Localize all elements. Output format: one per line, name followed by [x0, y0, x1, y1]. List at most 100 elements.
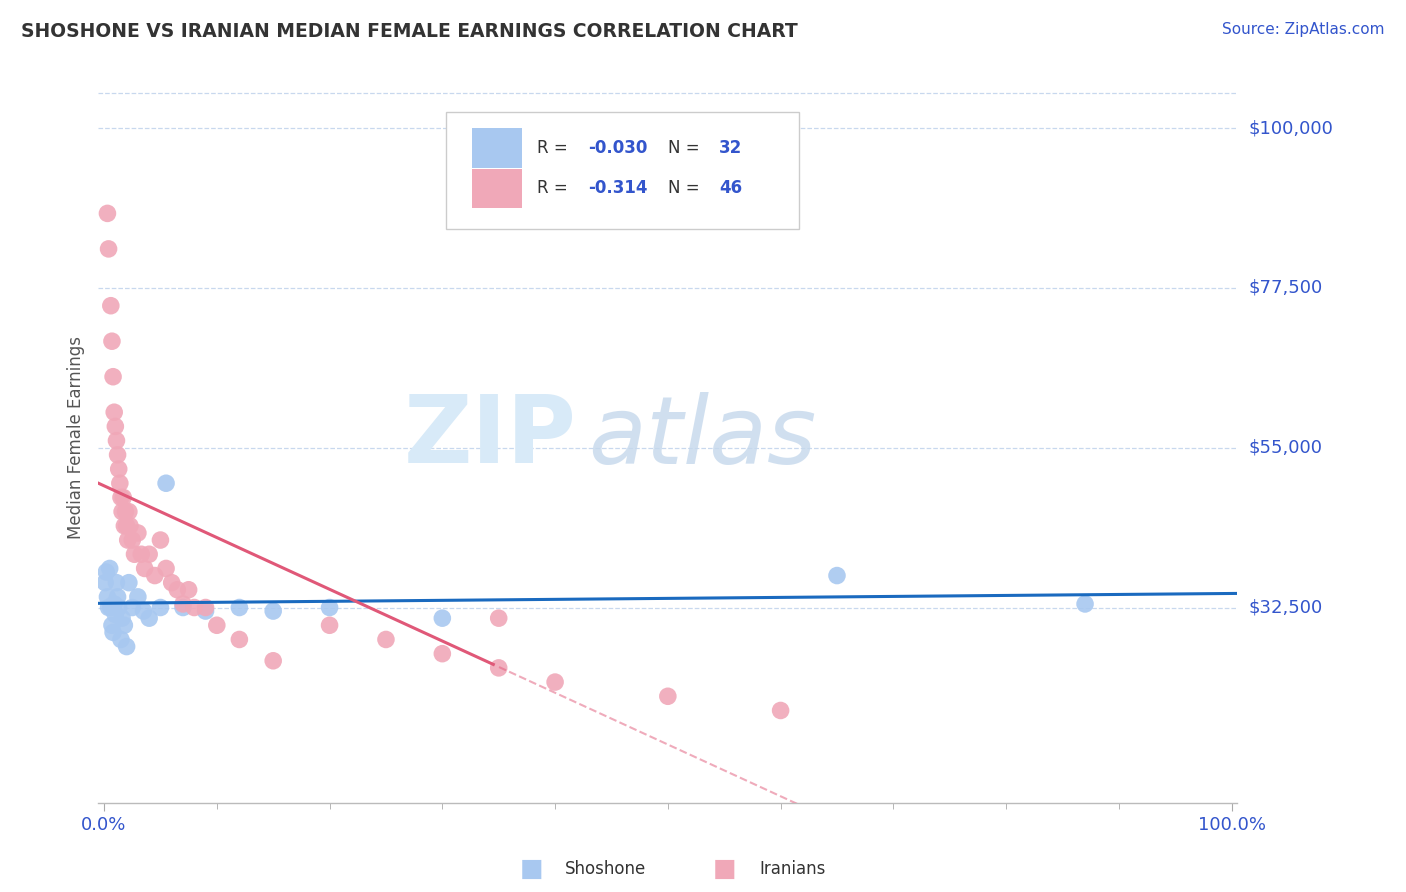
Point: [488, 661, 510, 675]
Point: [111, 611, 134, 625]
Point: [375, 632, 398, 647]
Point: [97, 242, 120, 256]
FancyBboxPatch shape: [472, 169, 522, 208]
Text: 46: 46: [718, 179, 742, 197]
Point: [100, 600, 122, 615]
Point: [825, 568, 848, 582]
Point: [129, 547, 152, 561]
Point: [177, 582, 200, 597]
Point: [160, 575, 183, 590]
Point: [118, 519, 141, 533]
Point: [318, 600, 340, 615]
Text: $100,000: $100,000: [1249, 120, 1333, 137]
Point: [194, 604, 217, 618]
Point: [108, 476, 131, 491]
Point: [110, 632, 132, 647]
Point: [103, 405, 125, 419]
Text: Source: ZipAtlas.com: Source: ZipAtlas.com: [1222, 22, 1385, 37]
Point: [127, 590, 149, 604]
FancyBboxPatch shape: [446, 112, 799, 228]
Y-axis label: Median Female Earnings: Median Female Earnings: [66, 335, 84, 539]
Point: [172, 597, 194, 611]
Point: [544, 675, 567, 690]
Point: [228, 600, 250, 615]
Text: $55,000: $55,000: [1249, 439, 1323, 457]
Point: [488, 611, 510, 625]
Point: [107, 590, 129, 604]
Text: 32: 32: [718, 139, 742, 157]
Text: Iranians: Iranians: [759, 860, 825, 878]
Point: [101, 369, 124, 384]
Point: [117, 533, 139, 547]
Point: [110, 491, 132, 505]
Text: R =: R =: [537, 179, 572, 197]
FancyBboxPatch shape: [472, 128, 522, 168]
Point: [132, 604, 155, 618]
Point: [124, 547, 146, 561]
Text: ■: ■: [519, 856, 543, 880]
Point: [112, 618, 135, 632]
Point: [114, 505, 136, 519]
Point: [121, 600, 143, 615]
Point: [115, 519, 138, 533]
Point: [115, 640, 138, 654]
Point: [194, 600, 217, 615]
Point: [1074, 597, 1097, 611]
Point: [107, 462, 129, 476]
Point: [138, 611, 160, 625]
Text: N =: N =: [668, 179, 704, 197]
Text: R =: R =: [537, 139, 572, 157]
Text: ZIP: ZIP: [404, 391, 576, 483]
Point: [127, 525, 149, 540]
Point: [657, 690, 679, 704]
Text: ■: ■: [713, 856, 737, 880]
Point: [432, 647, 454, 661]
Point: [172, 600, 194, 615]
Point: [318, 618, 340, 632]
Point: [155, 561, 177, 575]
Point: [149, 533, 172, 547]
Point: [96, 590, 118, 604]
Point: [121, 533, 143, 547]
Point: [105, 434, 128, 448]
Point: [107, 600, 129, 615]
Point: [262, 654, 284, 668]
Point: [262, 604, 284, 618]
Point: [166, 582, 188, 597]
Text: Shoshone: Shoshone: [565, 860, 647, 878]
Point: [118, 575, 141, 590]
Point: [432, 611, 454, 625]
Point: [96, 206, 118, 220]
Point: [103, 597, 125, 611]
Point: [769, 704, 792, 718]
Text: -0.030: -0.030: [588, 139, 648, 157]
Point: [228, 632, 250, 647]
Point: [96, 565, 118, 579]
Point: [98, 561, 121, 575]
Point: [112, 519, 135, 533]
Text: $77,500: $77,500: [1249, 279, 1323, 297]
Point: [101, 625, 124, 640]
Text: N =: N =: [668, 139, 704, 157]
Text: SHOSHONE VS IRANIAN MEDIAN FEMALE EARNINGS CORRELATION CHART: SHOSHONE VS IRANIAN MEDIAN FEMALE EARNIN…: [21, 22, 797, 41]
Point: [97, 600, 120, 615]
Point: [100, 299, 122, 313]
Text: -0.314: -0.314: [588, 179, 648, 197]
Point: [101, 334, 124, 349]
Point: [155, 476, 177, 491]
Point: [104, 419, 127, 434]
Point: [149, 600, 172, 615]
Point: [134, 561, 156, 575]
Point: [111, 505, 134, 519]
Point: [118, 505, 141, 519]
Point: [183, 600, 205, 615]
Point: [138, 547, 160, 561]
Point: [107, 448, 129, 462]
Point: [101, 618, 124, 632]
Point: [205, 618, 228, 632]
Point: [143, 568, 166, 582]
Text: $32,500: $32,500: [1249, 599, 1323, 616]
Point: [104, 607, 127, 622]
Point: [94, 575, 117, 590]
Point: [112, 491, 135, 505]
